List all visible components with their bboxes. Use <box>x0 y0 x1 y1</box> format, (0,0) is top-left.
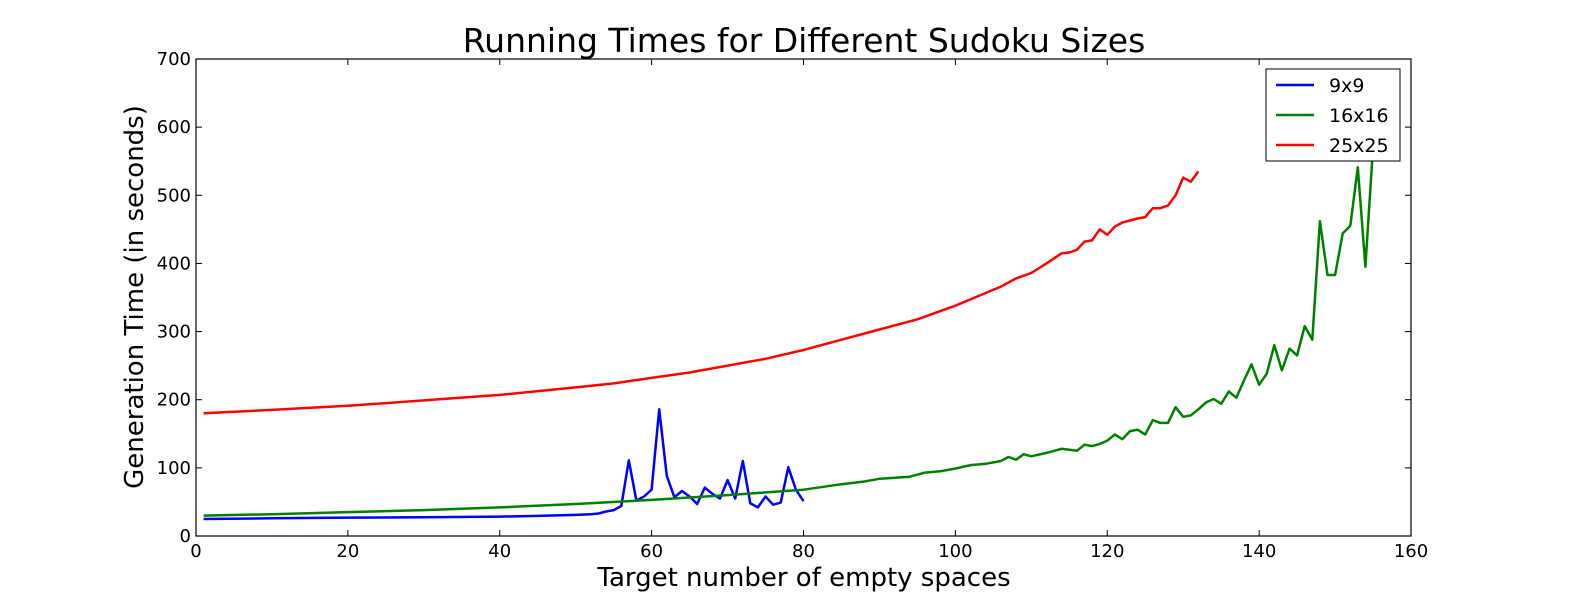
x-tick-label: 140 <box>1242 541 1276 562</box>
x-axis: 0 20 40 60 80 100 120 140 160 <box>190 59 1428 562</box>
y-tick-label: 200 <box>157 390 191 411</box>
x-axis-label: Target number of empty spaces <box>596 563 1010 593</box>
x-tick-label: 100 <box>938 541 972 562</box>
y-tick-label: 400 <box>157 253 191 274</box>
y-tick-label: 700 <box>157 49 191 70</box>
legend: 9x9 16x16 25x25 <box>1265 68 1401 162</box>
y-tick-label: 600 <box>157 117 191 138</box>
y-tick-label: 500 <box>157 185 191 206</box>
x-tick-label: 0 <box>190 541 201 562</box>
y-tick-label: 300 <box>157 322 191 343</box>
y-tick-label: 100 <box>157 458 191 479</box>
legend-label-9x9: 9x9 <box>1329 75 1364 97</box>
series-line-9x9 <box>203 408 805 521</box>
series-line-16x16 <box>203 147 1375 517</box>
x-tick-label: 20 <box>336 541 359 562</box>
x-tick-label: 80 <box>792 541 815 562</box>
legend-label-16x16: 16x16 <box>1329 105 1389 127</box>
y-axis: 0 100 200 300 400 500 600 700 <box>157 49 1411 547</box>
series-line-25x25 <box>203 170 1200 415</box>
y-axis-label: Generation Time (in seconds) <box>120 105 150 489</box>
plot-area <box>203 147 1375 521</box>
plot-frame <box>195 58 1412 537</box>
y-tick-label: 0 <box>180 526 191 547</box>
chart-title: Running Times for Different Sudoku Sizes <box>463 21 1146 60</box>
x-tick-label: 120 <box>1090 541 1124 562</box>
x-tick-label: 60 <box>640 541 663 562</box>
legend-label-25x25: 25x25 <box>1329 135 1389 157</box>
x-tick-label: 160 <box>1394 541 1428 562</box>
x-tick-label: 40 <box>488 541 511 562</box>
